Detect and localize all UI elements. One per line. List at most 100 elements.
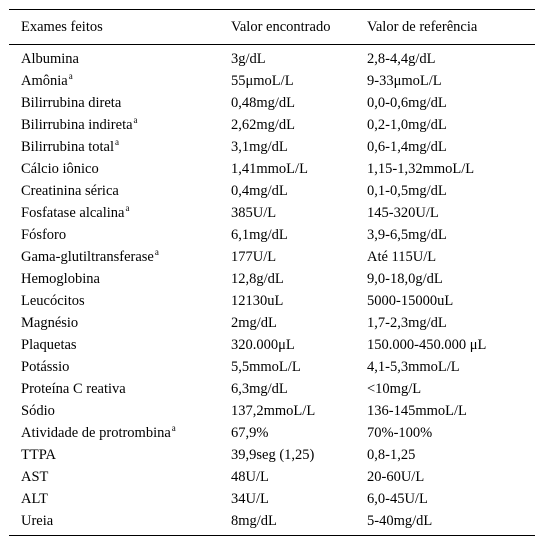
reference-value: 3,9-6,5mg/dL [367,226,447,243]
exam-name: Magnésio [21,314,79,331]
table-row: ALT 34U/L 6,0-45U/L [9,488,535,510]
exam-name-cell: Albumina [9,45,219,71]
footnote-marker: a [125,202,130,213]
exam-name-cell: Leucócitos [9,290,219,312]
header-row: Exames feitos Valor encontrado Valor de … [9,9,535,45]
table-header: Exames feitos Valor encontrado Valor de … [9,9,535,45]
exam-name: Leucócitos [21,292,85,309]
exam-name-cell: Creatinina sérica [9,180,219,202]
table-row: TTPA 39,9seg (1,25) 0,8-1,25 [9,444,535,466]
reference-value: 4,1-5,3mmoL/L [367,358,460,375]
found-value: 320.000μL [231,336,295,353]
exam-name-cell: Fósforo [9,224,219,246]
exam-name: Gama-glutiltransferase [21,248,154,265]
found-value: 39,9seg (1,25) [231,446,315,463]
exam-name-cell: Potássio [9,356,219,378]
exam-name: Hemoglobina [21,270,100,287]
footnote-marker: a [171,422,176,433]
found-value: 6,1mg/dL [231,226,288,243]
exam-name-cell: Bilirrubina direta [9,92,219,114]
found-value: 67,9% [231,424,269,441]
exam-name-cell: Plaquetas [9,334,219,356]
reference-value: 1,7-2,3mg/dL [367,314,447,331]
exam-name-cell: Gama-glutiltransferasea [9,246,219,268]
exam-name: Potássio [21,358,70,375]
found-value: 6,3mg/dL [231,380,288,397]
reference-value: 0,6-1,4mg/dL [367,138,447,155]
footnote-marker: a [154,246,159,257]
exam-name: ALT [21,490,48,507]
table-row: Amôniaa 55μmoL/L 9-33μmoL/L [9,70,535,92]
footnote-marker: a [115,136,120,147]
reference-value: 1,15-1,32mmoL/L [367,160,475,177]
exam-name-cell: TTPA [9,444,219,466]
exam-name-cell: Atividade de protrombinaa [9,422,219,444]
footnote-marker: a [68,70,73,81]
exam-name-cell: Sódio [9,400,219,422]
reference-value: 150.000-450.000 μL [367,336,487,353]
exam-name: Plaquetas [21,336,77,353]
header-reference: Valor de referência [355,9,535,45]
table-row: Proteína C reativa 6,3mg/dL <10mg/L [9,378,535,400]
reference-value: 20-60U/L [367,468,425,485]
table-row: Ureia 8mg/dL 5-40mg/dL [9,510,535,536]
table-row: Fosfatase alcalinaa 385U/L 145-320U/L [9,202,535,224]
exam-name: Sódio [21,402,55,419]
reference-value: 2,8-4,4g/dL [367,50,436,67]
found-value: 12,8g/dL [231,270,284,287]
exam-name: Ureia [21,512,54,529]
reference-value: 0,0-0,6mg/dL [367,94,447,111]
reference-value: 9-33μmoL/L [367,72,442,89]
table-row: Bilirrubina totala 3,1mg/dL 0,6-1,4mg/dL [9,136,535,158]
table-row: AST 48U/L 20-60U/L [9,466,535,488]
found-value: 48U/L [231,468,269,485]
reference-value: Até 115U/L [367,248,437,265]
found-value: 137,2mmoL/L [231,402,316,419]
table-row: Sódio 137,2mmoL/L 136-145mmoL/L [9,400,535,422]
lab-results-table: Exames feitos Valor encontrado Valor de … [9,9,535,536]
table-row: Bilirrubina indiretaa 2,62mg/dL 0,2-1,0mg/… [9,114,535,136]
header-value: Valor encontrado [219,9,355,45]
found-value: 55μmoL/L [231,72,294,89]
found-value: 0,4mg/dL [231,182,288,199]
exam-name-cell: Ureia [9,510,219,536]
header-exam: Exames feitos [9,9,219,45]
table-row: Cálcio iônico 1,41mmoL/L 1,15-1,32mmoL/L [9,158,535,180]
table-row: Bilirrubina direta 0,48mg/dL 0,0-0,6mg/dL [9,92,535,114]
table-row: Fósforo 6,1mg/dL 3,9-6,5mg/dL [9,224,535,246]
reference-value: 145-320U/L [367,204,439,221]
table-row: Plaquetas 320.000μL 150.000-450.000 μL [9,334,535,356]
exam-name: TTPA [21,446,56,463]
reference-value: 0,2-1,0mg/dL [367,116,447,133]
exam-name-cell: Proteína C reativa [9,378,219,400]
exam-name: Creatinina sérica [21,182,119,199]
exam-name-cell: AST [9,466,219,488]
table-row: Potássio 5,5mmoL/L 4,1-5,3mmoL/L [9,356,535,378]
exam-name-cell: Hemoglobina [9,268,219,290]
reference-value: 6,0-45U/L [367,490,428,507]
found-value: 385U/L [231,204,277,221]
reference-value: 0,1-0,5mg/dL [367,182,447,199]
exam-name-cell: ALT [9,488,219,510]
exam-name-cell: Magnésio [9,312,219,334]
table-row: Albumina 3g/dL 2,8-4,4g/dL [9,45,535,71]
reference-value: 5000-15000uL [367,292,454,309]
table-row: Hemoglobina 12,8g/dL 9,0-18,0g/dL [9,268,535,290]
found-value: 1,41mmoL/L [231,160,308,177]
exam-name: Fosfatase alcalina [21,204,125,221]
table-row: Leucócitos 12130uL 5000-15000uL [9,290,535,312]
exam-name-cell: Cálcio iônico [9,158,219,180]
table-row: Atividade de protrombinaa 67,9% 70%-100% [9,422,535,444]
found-value: 3g/dL [231,50,266,67]
reference-value: <10mg/L [367,380,422,397]
found-value: 12130uL [231,292,284,309]
table-row: Creatinina sérica 0,4mg/dL 0,1-0,5mg/dL [9,180,535,202]
exam-name-cell: Bilirrubina totala [9,136,219,158]
found-value: 177U/L [231,248,277,265]
found-value: 5,5mmoL/L [231,358,301,375]
found-value: 2,62mg/dL [231,116,296,133]
found-value: 0,48mg/dL [231,94,296,111]
exam-name: Proteína C reativa [21,380,126,397]
reference-value: 0,8-1,25 [367,446,416,463]
